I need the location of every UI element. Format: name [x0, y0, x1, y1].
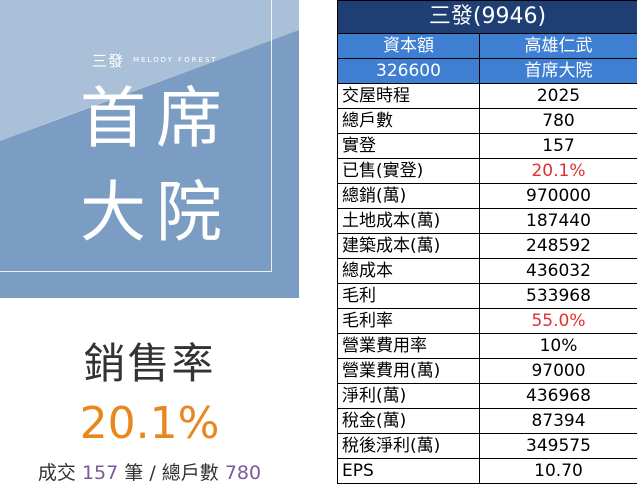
table-header-row: 326600 首席大院 [337, 58, 637, 84]
cover-title-line-1: 首席 [80, 80, 232, 157]
row-label: 建築成本(萬) [337, 233, 480, 259]
row-label: 土地成本(萬) [337, 208, 480, 234]
sales-rate-value: 20.1% [79, 398, 220, 449]
cover-brand-sub: MELODY FOREST [133, 56, 218, 64]
row-value: 20.1% [479, 158, 637, 184]
row-label: 總成本 [337, 258, 480, 284]
row-label: 交屋時程 [337, 83, 480, 109]
row-label: 毛利 [337, 283, 480, 309]
table-row: 土地成本(萬) 187440 [337, 208, 637, 234]
row-value: 97000 [479, 358, 637, 384]
header-cell: 資本額 [337, 33, 480, 59]
footnote-separator: / [149, 462, 156, 484]
row-value: 10.70 [479, 458, 637, 484]
row-label: 稅金(萬) [337, 408, 480, 434]
table-title: 三發(9946) [337, 0, 637, 34]
table-title-row: 三發(9946) [337, 0, 637, 34]
row-value: 187440 [479, 208, 637, 234]
row-value: 157 [479, 133, 637, 159]
row-label: 營業費用率 [337, 333, 480, 359]
sold-prefix: 成交 [37, 462, 76, 484]
project-cover-image: 三發 MELODY FOREST 首席 大院 [0, 0, 299, 298]
row-value: 436968 [479, 383, 637, 409]
table-row: 毛利率 55.0% [337, 308, 637, 334]
table-row: 營業費用(萬) 97000 [337, 358, 637, 384]
row-label: 已售(實登) [337, 158, 480, 184]
sales-footnote: 成交 157 筆 / 總戶數 780 [0, 458, 299, 485]
table-row: 總戶數 780 [337, 108, 637, 134]
cover-brand: 三發 [92, 52, 125, 70]
cover-frame-line [271, 0, 272, 272]
cover-title-line-2: 大院 [80, 174, 232, 251]
header-cell: 高雄仁武 [479, 33, 637, 59]
total-units-count: 780 [224, 462, 262, 484]
row-label: EPS [337, 458, 480, 484]
row-label: 毛利率 [337, 308, 480, 334]
table-row: 已售(實登) 20.1% [337, 158, 637, 184]
row-value: 248592 [479, 233, 637, 259]
table-row: 淨利(萬) 436968 [337, 383, 637, 409]
table-row: EPS 10.70 [337, 458, 637, 484]
row-value: 10% [479, 333, 637, 359]
table-row: 營業費用率 10% [337, 333, 637, 359]
table-row: 建築成本(萬) 248592 [337, 233, 637, 259]
header-cell: 首席大院 [479, 58, 637, 84]
row-value: 533968 [479, 283, 637, 309]
row-label: 淨利(萬) [337, 383, 480, 409]
row-value: 780 [479, 108, 637, 134]
table-row: 總成本 436032 [337, 258, 637, 284]
cover-frame-line [0, 271, 272, 272]
table-row: 稅金(萬) 87394 [337, 408, 637, 434]
table-row: 實登 157 [337, 133, 637, 159]
financial-table: 三發(9946) 資本額 高雄仁武 326600 首席大院 交屋時程 2025 總戶… [337, 0, 637, 484]
row-value: 436032 [479, 258, 637, 284]
sold-count: 157 [81, 462, 119, 484]
row-label: 總戶數 [337, 108, 480, 134]
table-row: 毛利 533968 [337, 283, 637, 309]
table-row: 交屋時程 2025 [337, 83, 637, 109]
row-value: 970000 [479, 183, 637, 209]
total-units-label: 總戶數 [161, 462, 219, 484]
row-label: 實登 [337, 133, 480, 159]
table-header-row: 資本額 高雄仁武 [337, 33, 637, 59]
row-label: 稅後淨利(萬) [337, 433, 480, 459]
header-cell: 326600 [337, 58, 480, 84]
table-row: 稅後淨利(萬) 349575 [337, 433, 637, 459]
row-value: 55.0% [479, 308, 637, 334]
row-label: 總銷(萬) [337, 183, 480, 209]
row-label: 營業費用(萬) [337, 358, 480, 384]
sold-unit: 筆 [124, 462, 144, 484]
row-value: 2025 [479, 83, 637, 109]
sales-rate-label: 銷售率 [83, 339, 216, 388]
row-value: 349575 [479, 433, 637, 459]
row-value: 87394 [479, 408, 637, 434]
table-row: 總銷(萬) 970000 [337, 183, 637, 209]
